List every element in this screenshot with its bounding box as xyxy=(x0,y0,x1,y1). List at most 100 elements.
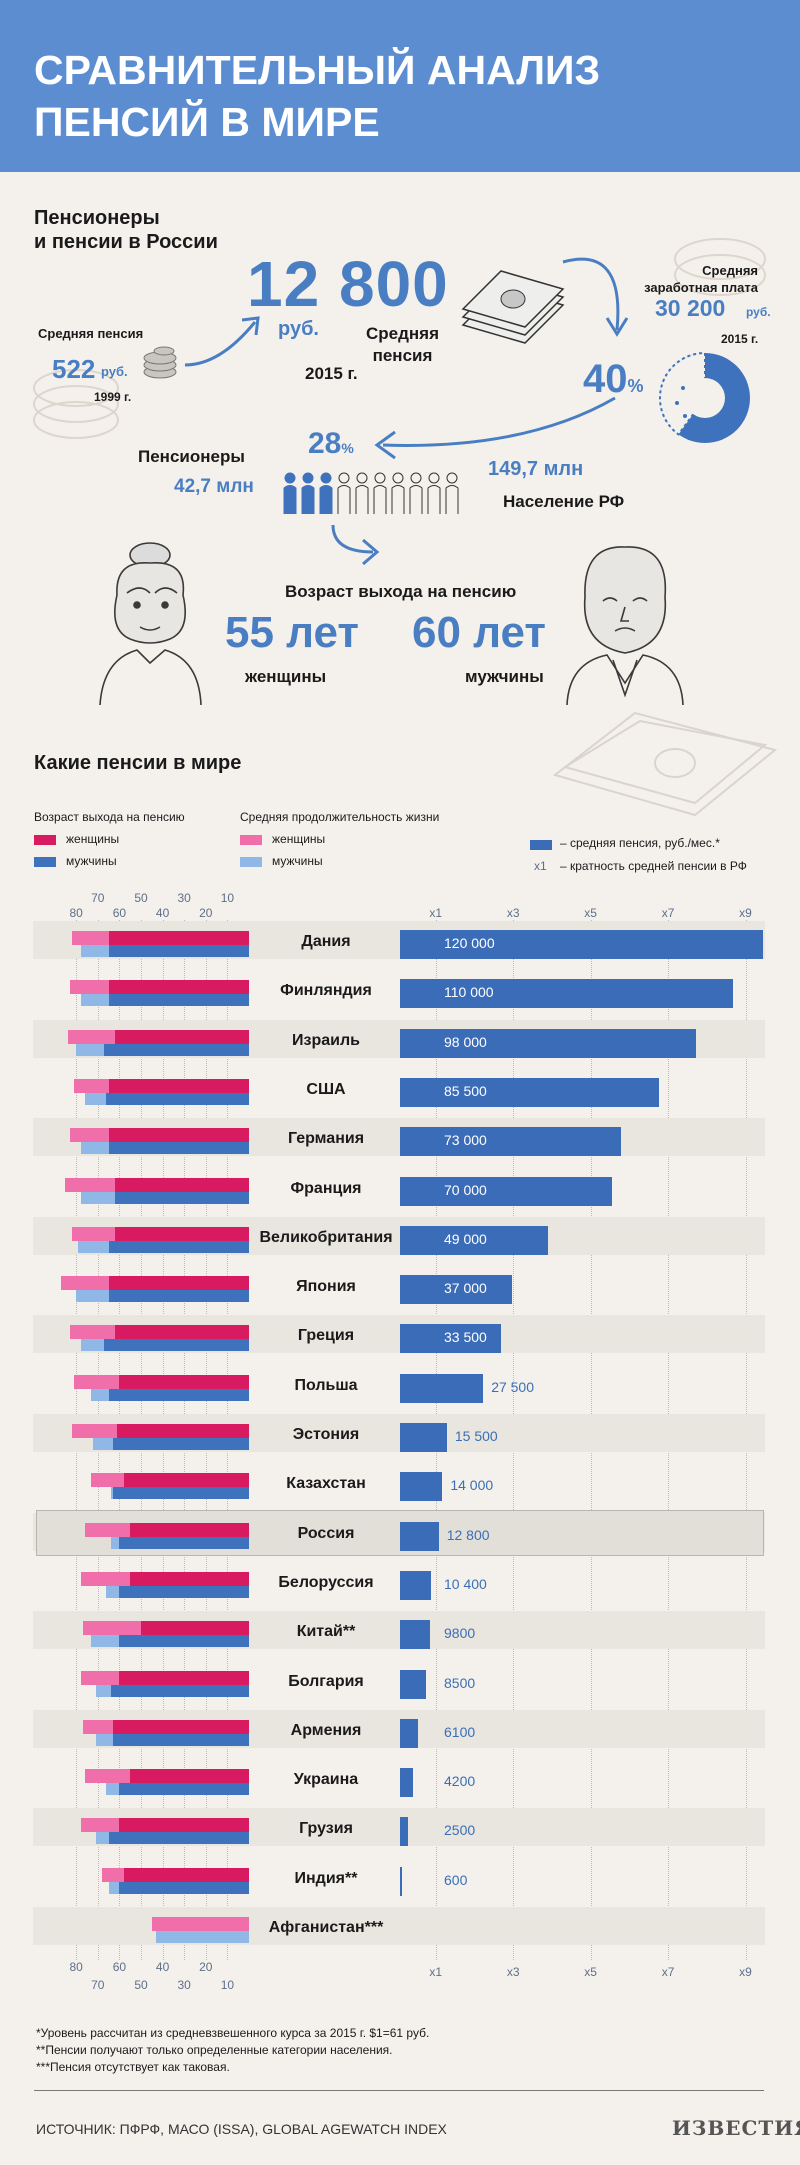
population-value: 149,7 млн xyxy=(488,458,584,480)
legend-life-women-swatch xyxy=(240,835,262,845)
person-icon xyxy=(337,472,351,514)
pension-value-label: 9800 xyxy=(444,1625,476,1642)
retire-men-bar xyxy=(108,1142,249,1155)
salary-label: Средняя заработная плата xyxy=(640,262,758,296)
age-axis-tick-label: 50 xyxy=(134,891,148,905)
world-section-title: Какие пенсии в мире xyxy=(34,752,242,774)
multiple-axis-tick-label: x1 xyxy=(429,1965,443,1979)
retire-women-bar xyxy=(108,980,249,995)
multiple-axis-tick-label: x7 xyxy=(661,906,675,920)
person-icon xyxy=(283,472,297,514)
avg-pension-label-2015: Средняя пенсия xyxy=(360,323,445,367)
age-axis-tick-label: 10 xyxy=(220,1978,235,1992)
country-label: Великобритания xyxy=(259,1228,393,1246)
brand-logo: ИЗВЕСТИЯ xyxy=(672,2116,800,2140)
pension-bar xyxy=(400,1620,430,1650)
retire-men-bar xyxy=(115,1191,249,1204)
retire-men-bar xyxy=(110,1684,249,1697)
population-label: Население РФ xyxy=(503,492,625,511)
retire-men-bar xyxy=(119,1881,249,1894)
retire-women-bar xyxy=(141,1621,249,1636)
person-icon xyxy=(445,472,459,514)
men-retirement-age: 60 лет xyxy=(412,608,546,657)
retire-women-bar xyxy=(108,931,249,945)
country-label: Армения xyxy=(290,1721,362,1739)
pension-value-label: 8500 xyxy=(444,1674,476,1691)
pension-bar xyxy=(400,1324,502,1354)
multiple-axis-tick-label: x3 xyxy=(506,906,520,920)
pension-value-label: 110 000 xyxy=(444,984,494,1001)
retire-women-bar xyxy=(115,1029,249,1044)
person-icon xyxy=(301,472,315,514)
pensioners-value: 42,7 млн xyxy=(174,476,254,497)
pensioners-share: 28% xyxy=(308,427,354,461)
legend-multiple: – кратность средней пенсии в РФ xyxy=(560,859,747,873)
multiple-axis-tick-label: x5 xyxy=(584,1965,597,1979)
pension-bar xyxy=(400,1077,659,1107)
pension-value-label: 37 000 xyxy=(444,1280,487,1297)
man-portrait-icon xyxy=(566,546,684,705)
pension-value-label: 10 400 xyxy=(444,1575,487,1592)
footnote-1: *Уровень рассчитан из средневзвешенного … xyxy=(36,2026,430,2040)
pension-bar xyxy=(400,1373,484,1403)
life-men-bar xyxy=(156,1931,249,1943)
long-arrow-icon xyxy=(374,396,616,460)
footnote-2: **Пенсии получают только определенные ка… xyxy=(36,2043,393,2057)
pension-value-label: 27 500 xyxy=(491,1378,535,1395)
retire-men-bar xyxy=(104,1339,249,1352)
multiple-axis-tick-label: x3 xyxy=(506,1965,520,1979)
age-axis-tick-label: 30 xyxy=(177,891,191,905)
pension-2015-unit: руб. xyxy=(278,318,319,340)
ratio-percent: 40 xyxy=(583,357,628,401)
title-line-2: ПЕНСИЙ В МИРЕ xyxy=(34,99,380,145)
russia-section-title: Пенсионеры и пенсии в России xyxy=(34,206,218,254)
retire-women-bar xyxy=(119,1374,249,1389)
retire-men-bar xyxy=(119,1585,249,1598)
pension-2015-year: 2015 г. xyxy=(305,364,358,383)
salary-label-line1: Средняя xyxy=(702,263,758,278)
multiple-axis-tick-label: x7 xyxy=(661,1965,675,1979)
multiple-axis-tick-label: x9 xyxy=(739,1965,752,1979)
pensioners-label: Пенсионеры xyxy=(138,447,245,466)
country-label: Франция xyxy=(290,1179,362,1197)
age-axis-tick-label: 60 xyxy=(112,906,127,920)
legend-life-women: женщины xyxy=(272,832,326,846)
age-axis-tick-label: 30 xyxy=(177,1978,191,1992)
legend-life-men-swatch xyxy=(240,857,262,867)
russia-title-line-1: Пенсионеры xyxy=(34,207,160,229)
country-label: США xyxy=(306,1080,346,1098)
person-icon xyxy=(319,472,333,514)
pension-value-label: 12 800 xyxy=(446,1526,490,1543)
pension-bar xyxy=(400,1768,413,1798)
arrow-icon xyxy=(184,316,260,367)
person-icon xyxy=(373,472,387,514)
retire-women-bar xyxy=(108,1078,249,1093)
retire-men-bar xyxy=(108,1290,249,1303)
woman-portrait-icon xyxy=(99,542,202,705)
retire-women-bar xyxy=(123,1867,249,1882)
person-icon xyxy=(355,472,369,514)
retire-women-bar xyxy=(130,1522,249,1537)
header-banner: СРАВНИТЕЛЬНЫЙ АНАЛИЗ ПЕНСИЙ В МИРЕ xyxy=(0,0,800,172)
retire-men-bar xyxy=(106,1092,249,1105)
country-label: Россия xyxy=(297,1524,355,1542)
coins-illustration-right xyxy=(674,238,766,296)
ratio-value: 40% xyxy=(583,357,644,402)
person-icon xyxy=(427,472,441,514)
legend-life-title: Средняя продолжительность жизни xyxy=(240,810,440,824)
avg-pension-2015-line2: пенсия xyxy=(372,346,433,365)
age-axis-tick-label: 20 xyxy=(199,906,213,920)
salary-pie-icon xyxy=(658,351,750,443)
multiple-axis-tick-label: x5 xyxy=(584,906,597,920)
banknotes-decoration xyxy=(552,711,778,817)
curved-arrow-icon xyxy=(562,257,629,337)
legend-multiple-key: x1 xyxy=(534,859,547,873)
age-axis-tick-label: 70 xyxy=(91,1978,105,1992)
retire-men-bar xyxy=(112,1487,249,1500)
retire-women-bar xyxy=(130,1571,249,1586)
age-axis-tick-label: 20 xyxy=(199,1960,213,1974)
pension-value-label: 2500 xyxy=(444,1822,476,1839)
pension-bar xyxy=(400,1521,439,1551)
retirement-age-label: Возраст выхода на пенсию xyxy=(285,582,517,601)
